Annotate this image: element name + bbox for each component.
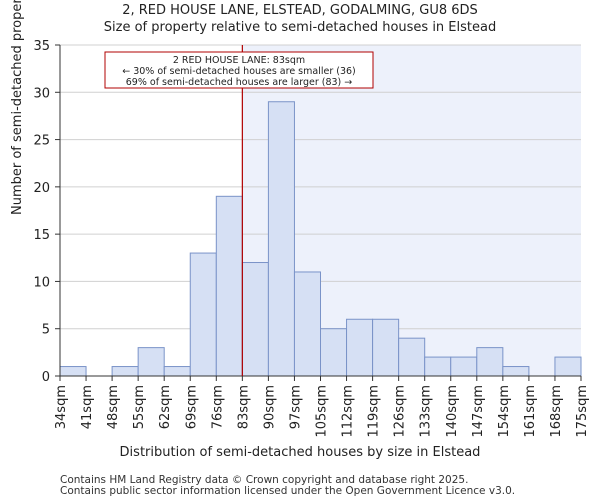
x-tick-label: 133sqm xyxy=(419,385,434,438)
bar xyxy=(346,318,374,377)
x-tick-label: 161sqm xyxy=(523,385,538,438)
y-tick-label: 30 xyxy=(33,86,50,101)
bar xyxy=(241,262,269,377)
x-tick-label: 34sqm xyxy=(54,385,69,429)
y-tick-label: 10 xyxy=(33,275,50,290)
x-tick-label: 154sqm xyxy=(497,385,512,438)
bar xyxy=(398,337,426,377)
bar xyxy=(320,328,348,377)
x-tick-label: 147sqm xyxy=(471,385,486,438)
y-tick-label: 25 xyxy=(33,134,50,149)
x-tick-label: 69sqm xyxy=(184,385,199,429)
y-tick-label: 20 xyxy=(33,181,50,196)
x-tick-label: 55sqm xyxy=(132,385,147,429)
footer-licence: Contains public sector information licen… xyxy=(60,485,516,497)
chart-subtitle: Size of property relative to semi-detach… xyxy=(103,20,497,35)
x-tick-label: 112sqm xyxy=(341,385,356,438)
bar xyxy=(372,318,400,377)
annotation-line: 2 RED HOUSE LANE: 83sqm xyxy=(173,55,305,66)
x-tick-label: 119sqm xyxy=(367,385,382,438)
bar xyxy=(502,366,530,377)
x-tick-label: 140sqm xyxy=(445,385,460,438)
bar xyxy=(163,366,191,377)
x-tick-label: 126sqm xyxy=(393,385,408,438)
x-tick-label: 90sqm xyxy=(262,385,277,429)
bar xyxy=(189,252,217,377)
y-tick-label: 0 xyxy=(42,370,50,385)
x-tick-label: 168sqm xyxy=(549,385,564,438)
bar xyxy=(476,347,504,377)
bar xyxy=(293,271,322,377)
y-tick-label: 15 xyxy=(33,228,50,243)
x-tick-label: 175sqm xyxy=(575,385,590,438)
x-tick-label: 83sqm xyxy=(236,385,251,429)
bar xyxy=(450,356,478,377)
x-tick-label: 48sqm xyxy=(106,385,121,429)
annotation-line: ← 30% of semi-detached houses are smalle… xyxy=(122,66,356,77)
footer-copyright: Contains HM Land Registry data © Crown c… xyxy=(60,474,469,486)
bar xyxy=(111,366,139,377)
chart-title: 2, RED HOUSE LANE, ELSTEAD, GODALMING, G… xyxy=(122,3,478,18)
x-tick-label: 62sqm xyxy=(158,385,173,429)
x-tick-label: 105sqm xyxy=(315,385,330,438)
bar xyxy=(59,366,87,377)
bar xyxy=(267,101,295,377)
bar xyxy=(424,356,452,377)
x-tick-label: 41sqm xyxy=(80,385,95,429)
x-axis-label: Distribution of semi-detached houses by … xyxy=(119,445,481,460)
x-tick-label: 76sqm xyxy=(210,385,225,429)
x-tick-label: 97sqm xyxy=(288,385,303,429)
bar xyxy=(215,195,243,377)
y-tick-label: 5 xyxy=(42,323,50,338)
annotation-box xyxy=(104,51,374,89)
bar xyxy=(554,356,582,377)
y-tick-label: 35 xyxy=(33,39,50,54)
annotation-line: 69% of semi-detached houses are larger (… xyxy=(126,77,353,88)
y-axis-label: Number of semi-detached properties xyxy=(10,0,25,215)
bar xyxy=(137,347,165,377)
